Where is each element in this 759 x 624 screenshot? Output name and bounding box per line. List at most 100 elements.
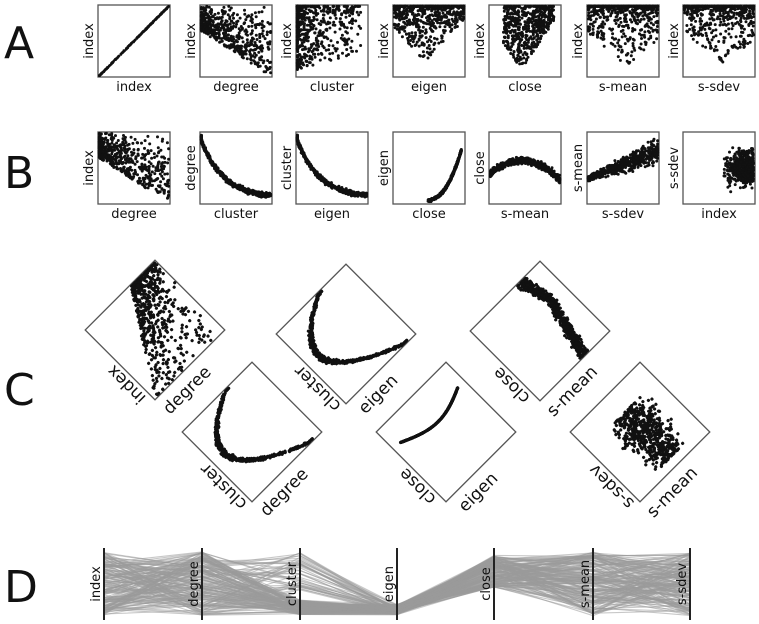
scatter-point [617, 38, 621, 42]
scatter-point [254, 43, 257, 47]
scatter-point [656, 19, 660, 23]
scatter-point [200, 11, 204, 15]
scatter-point [227, 37, 231, 41]
scatter-point [232, 11, 236, 15]
scatter-point [689, 23, 693, 27]
scatter-point [209, 26, 213, 30]
scatter-point [316, 39, 319, 43]
scatter-point [403, 29, 407, 33]
scatter-point [548, 17, 552, 21]
scatter-point [235, 184, 239, 188]
scatter-point [689, 7, 693, 11]
scatter-point [411, 37, 415, 41]
scatter-point [337, 186, 341, 190]
scatter-point [631, 4, 635, 8]
scatter-point [729, 35, 733, 39]
scatter-point [591, 27, 595, 31]
scatter-point [508, 29, 512, 33]
scatter-point [737, 22, 741, 26]
x-axis-label: eigen [314, 207, 350, 222]
scatter-point [741, 43, 745, 47]
scatter-point [345, 48, 349, 51]
scatter-point [622, 32, 626, 36]
x-axis-label: cluster [214, 207, 259, 222]
scatter-point [714, 28, 718, 32]
scatter-point [642, 17, 646, 21]
scatter-point [503, 36, 507, 40]
scatter-point [308, 61, 312, 65]
scatter-point [751, 24, 755, 28]
scatter-point [410, 34, 414, 38]
scatter-point [530, 44, 534, 47]
scatter-point [690, 12, 693, 16]
scatter-point [119, 149, 123, 152]
scatter-point [455, 20, 459, 24]
scatter-point [147, 160, 151, 164]
scatter-point [431, 4, 435, 8]
scatter-point [315, 18, 319, 22]
scatter-point [253, 23, 257, 27]
scatter-point [599, 36, 603, 40]
scatter-point [752, 4, 756, 8]
scatter-point [295, 46, 299, 50]
scatter-point [652, 41, 656, 44]
scatter-point [159, 12, 163, 16]
scatter-point [150, 156, 154, 160]
scatter-point [608, 4, 612, 8]
scatter-point [455, 5, 459, 9]
scatter-point [235, 13, 239, 17]
scatter-point [262, 5, 266, 9]
scatter-point [601, 9, 605, 13]
scatter-point [626, 26, 630, 30]
scatter-point [221, 175, 225, 179]
scatter-point [357, 13, 361, 17]
scatter-point [349, 26, 353, 30]
scatter-point [642, 33, 646, 37]
scatter-point [132, 172, 136, 176]
scatter-point [521, 53, 525, 57]
scatter-point [112, 148, 116, 152]
scatter-point [429, 40, 433, 43]
scatter-point [333, 185, 336, 189]
scatter-point [628, 10, 632, 14]
scatter-point [220, 20, 223, 24]
scatter-point [640, 37, 643, 40]
scatter-point [616, 48, 620, 52]
scatter-point [338, 27, 342, 31]
scatter-point [724, 29, 728, 33]
scatter-point [332, 20, 336, 24]
scatter-point [228, 28, 232, 32]
scatter-point [216, 11, 220, 15]
scatter-point [638, 46, 642, 50]
scatter-point [128, 43, 132, 47]
scatter-point [250, 42, 254, 46]
scatter-point [588, 26, 592, 29]
scatter-point [616, 4, 620, 8]
scatter-point [516, 10, 519, 14]
scatter-point [347, 9, 351, 13]
x-axis-label: close [508, 80, 541, 95]
scatter-point [723, 15, 727, 19]
scatter-point [131, 141, 135, 145]
scatter-point [334, 7, 338, 11]
scatter-point [747, 24, 751, 27]
scatter-point [701, 4, 705, 8]
scatter-point [153, 172, 157, 176]
scatter-point [156, 146, 160, 150]
scatter-point [121, 143, 125, 147]
scatter-point [127, 160, 131, 164]
scatter-point [528, 36, 531, 40]
scatter-point [511, 35, 515, 39]
scatter-point [613, 8, 617, 11]
scatter-point [700, 26, 704, 30]
scatter-point [713, 48, 716, 52]
scatter-point [650, 9, 654, 13]
scatter-point [647, 37, 651, 41]
scatter-point [157, 150, 161, 154]
scatter-point [326, 37, 330, 41]
scatter-point [739, 42, 742, 46]
scatter-point [298, 34, 302, 38]
scatter-point [143, 158, 147, 161]
scatter-point [160, 187, 164, 191]
scatter-point [752, 33, 756, 37]
